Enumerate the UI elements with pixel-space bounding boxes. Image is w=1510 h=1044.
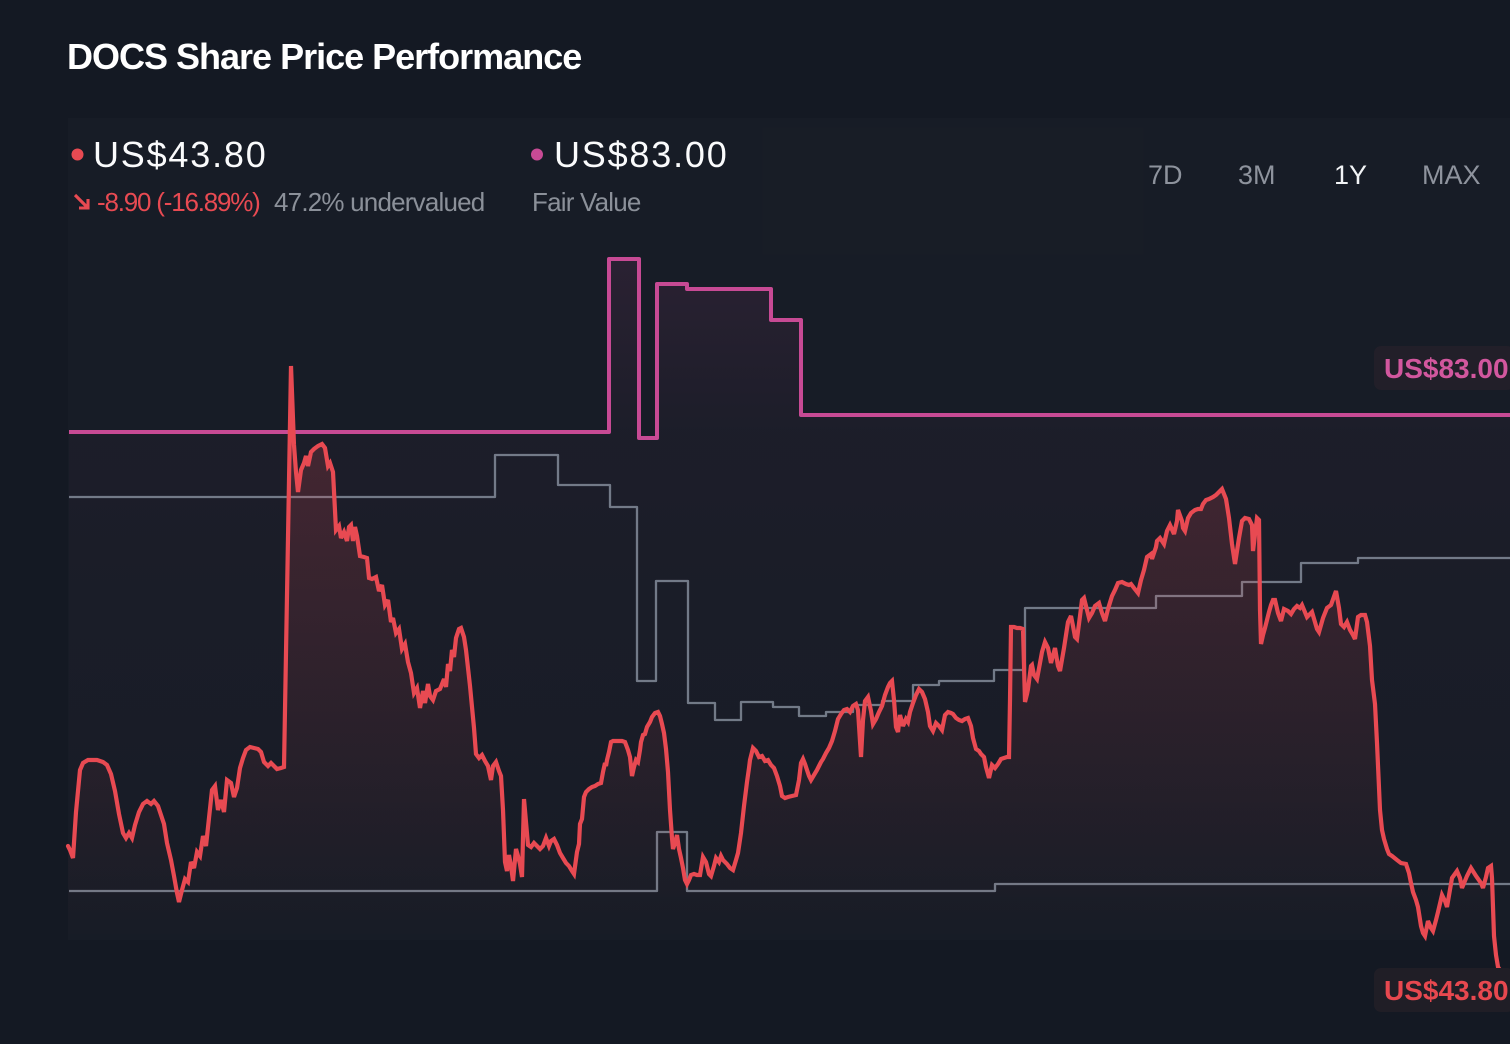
svg-text:DOCS Share Price Performance: DOCS Share Price Performance bbox=[67, 36, 581, 77]
svg-text:Fair Value: Fair Value bbox=[532, 187, 641, 217]
svg-text:1Y: 1Y bbox=[1334, 160, 1367, 190]
svg-text:MAX: MAX bbox=[1422, 160, 1481, 190]
svg-text:US$83.00: US$83.00 bbox=[1384, 353, 1509, 384]
svg-text:US$43.80: US$43.80 bbox=[1384, 975, 1509, 1006]
svg-text:7D: 7D bbox=[1148, 160, 1183, 190]
svg-text:US$83.00: US$83.00 bbox=[554, 134, 729, 175]
svg-text:-8.90 (-16.89%): -8.90 (-16.89%) bbox=[97, 187, 260, 217]
svg-text:47.2% undervalued: 47.2% undervalued bbox=[274, 187, 484, 217]
svg-text:3M: 3M bbox=[1238, 160, 1276, 190]
svg-text:US$43.80: US$43.80 bbox=[93, 134, 268, 175]
